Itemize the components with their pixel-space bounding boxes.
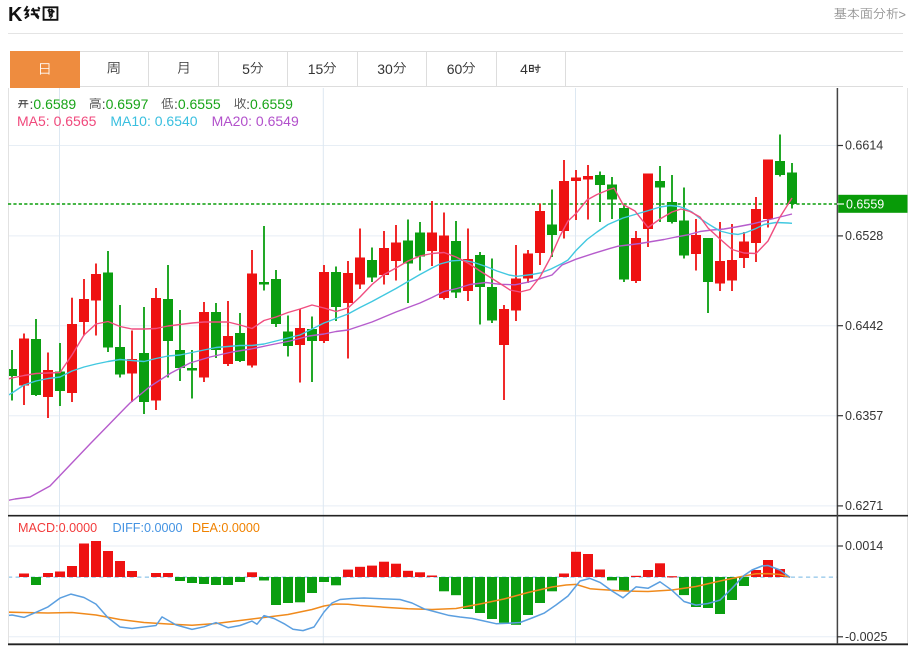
svg-text:0.0014: 0.0014 <box>845 539 883 553</box>
svg-text:-0.0025: -0.0025 <box>845 630 887 644</box>
svg-text:0.6442: 0.6442 <box>845 319 883 333</box>
svg-text:0.6528: 0.6528 <box>845 229 883 243</box>
svg-text:0.6559: 0.6559 <box>846 197 884 211</box>
svg-text:0.6614: 0.6614 <box>845 139 883 153</box>
svg-text:0.6271: 0.6271 <box>845 499 883 513</box>
svg-text:0.6357: 0.6357 <box>845 409 883 423</box>
